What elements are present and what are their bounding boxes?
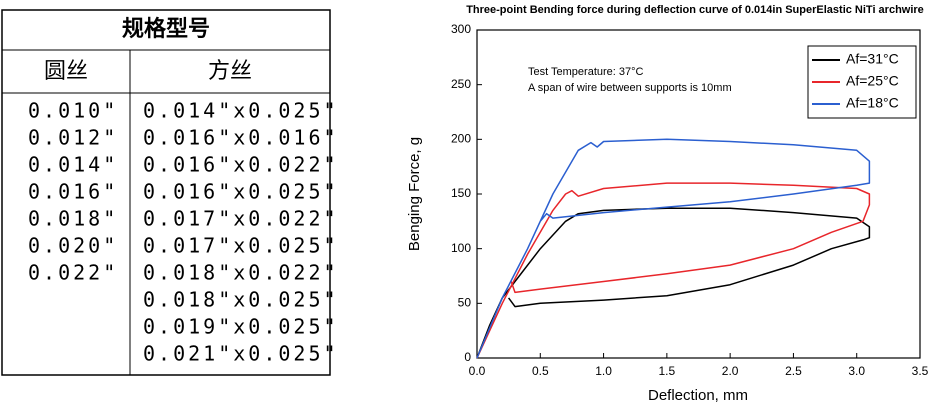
table-cell: 0.016"x0.016" xyxy=(143,126,339,150)
spec-table xyxy=(1,9,331,376)
y-tick-label: 0 xyxy=(464,350,471,364)
y-tick-label: 50 xyxy=(458,296,472,310)
legend-label: Af=25°C xyxy=(846,73,899,89)
y-tick-label: 250 xyxy=(451,77,471,91)
chart-title: Three-point Bending force during deflect… xyxy=(466,4,924,16)
table-cell: 0.017"x0.022" xyxy=(143,207,339,231)
series-line xyxy=(476,207,871,359)
table-cell: 0.018"x0.022" xyxy=(143,261,339,285)
table-cell: 0.016" xyxy=(28,180,118,204)
x-tick-label: 2.5 xyxy=(785,364,802,378)
table-cell: 0.012" xyxy=(28,126,118,150)
x-tick-label: 2.0 xyxy=(722,364,739,378)
table-cell: 0.016"x0.022" xyxy=(143,153,339,177)
column-header: 方丝 xyxy=(208,59,252,84)
y-axis-label: Benging Force, g xyxy=(406,137,423,251)
series-line xyxy=(476,182,871,359)
column-header: 圆丝 xyxy=(44,59,88,84)
table-cell: 0.021"x0.025" xyxy=(143,342,339,366)
table-cell: 0.020" xyxy=(28,234,118,258)
table-cell: 0.018" xyxy=(28,207,118,231)
y-tick-label: 100 xyxy=(451,241,471,255)
table-cell: 0.014"x0.025" xyxy=(143,99,339,123)
table-cell: 0.018"x0.025" xyxy=(143,288,339,312)
x-tick-label: 0.5 xyxy=(532,364,549,378)
legend-label: Af=18°C xyxy=(846,95,899,111)
table-cell: 0.017"x0.025" xyxy=(143,234,339,258)
table-border xyxy=(1,9,331,376)
y-tick-label: 200 xyxy=(451,132,471,146)
table-header: 规格型号 xyxy=(122,16,210,42)
table-cell: 0.016"x0.025" xyxy=(143,180,339,204)
y-tick-label: 150 xyxy=(451,186,471,200)
annotation: Test Temperature: 37°C xyxy=(528,66,644,78)
legend-label: Af=31°C xyxy=(846,51,899,67)
table-cell: 0.014" xyxy=(28,153,118,177)
x-tick-label: 3.5 xyxy=(912,364,929,378)
x-tick-label: 1.0 xyxy=(595,364,612,378)
y-tick-label: 300 xyxy=(451,22,471,36)
series-line xyxy=(476,138,871,359)
table-cell: 0.022" xyxy=(28,261,118,285)
x-tick-label: 0.0 xyxy=(469,364,486,378)
x-axis-label: Deflection, mm xyxy=(648,387,748,404)
table-cell: 0.019"x0.025" xyxy=(143,315,339,339)
table-cell: 0.010" xyxy=(28,99,118,123)
annotation: A span of wire between supports is 10mm xyxy=(528,82,732,94)
x-tick-label: 1.5 xyxy=(659,364,676,378)
x-tick-label: 3.0 xyxy=(848,364,865,378)
